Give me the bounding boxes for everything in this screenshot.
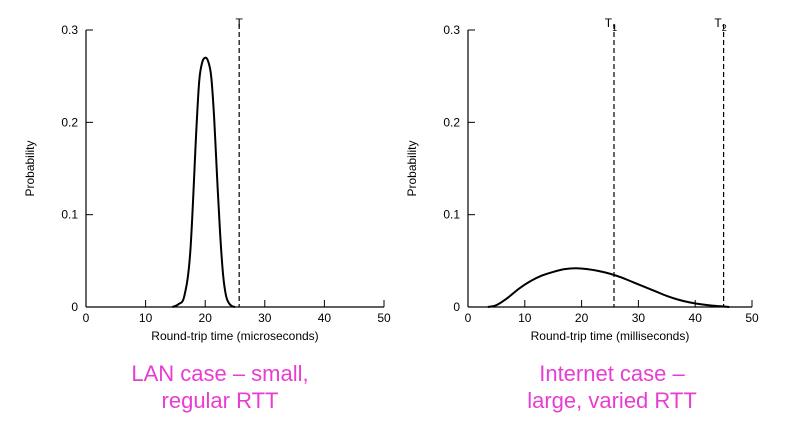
right-x-tick-label: 50 xyxy=(745,311,759,325)
right-y-tick-label: 0 xyxy=(453,300,460,314)
left-threshold-label: T xyxy=(236,16,244,30)
left-y-tick-label: 0.2 xyxy=(61,115,78,129)
right-chart: 0 10 20 30 40 50 0 0.1 0.2 0.3 Round-trip time (mi… xyxy=(405,16,759,343)
left-y-tick-label: 0.3 xyxy=(61,23,78,37)
left-x-tick-label: 50 xyxy=(377,311,391,325)
caption-right-line-1: Internet case – xyxy=(539,361,685,386)
right-x-tick-label: 10 xyxy=(518,311,532,325)
left-y-tick-label: 0.1 xyxy=(61,208,78,222)
right-distribution-curve xyxy=(487,267,730,308)
caption-right-line-2: large, varied RTT xyxy=(527,388,697,413)
left-distribution-curve xyxy=(171,56,236,308)
left-x-tick-label: 40 xyxy=(318,311,332,325)
right-y-tick-label: 0.2 xyxy=(443,115,460,129)
right-x-tick-label: 40 xyxy=(689,311,703,325)
right-threshold-label-sub: 2 xyxy=(722,23,727,33)
right-x-axis-title: Round-trip time (milliseconds) xyxy=(531,329,690,343)
right-threshold-label: T1 xyxy=(605,16,617,33)
caption-right: Internet case – large, varied RTT xyxy=(452,360,772,414)
right-x-tick-label: 20 xyxy=(575,311,589,325)
left-x-tick-label: 20 xyxy=(199,311,213,325)
right-y-tick-label: 0.3 xyxy=(443,23,460,37)
left-chart: 0 10 20 30 40 50 0 0.1 0.2 0.3 Round-trip time (mi… xyxy=(23,16,391,343)
right-y-axis-title: Probability xyxy=(405,140,419,196)
right-x-tick-label: 30 xyxy=(632,311,646,325)
left-y-tick-label: 0 xyxy=(71,300,78,314)
right-x-tick-label: 0 xyxy=(465,311,472,325)
caption-left-line-1: LAN case – small, xyxy=(131,361,309,386)
left-y-axis-title: Probability xyxy=(23,140,37,196)
left-x-tick-label: 0 xyxy=(83,311,90,325)
right-y-tick-label: 0.1 xyxy=(443,208,460,222)
right-threshold-label: T2 xyxy=(714,16,726,33)
left-x-tick-label: 10 xyxy=(139,311,153,325)
left-x-axis-title: Round-trip time (microseconds) xyxy=(151,329,318,343)
caption-left-line-2: regular RTT xyxy=(161,388,279,413)
caption-left: LAN case – small, regular RTT xyxy=(60,360,380,414)
left-x-tick-label: 30 xyxy=(258,311,272,325)
right-threshold-label-sub: 1 xyxy=(612,23,617,33)
